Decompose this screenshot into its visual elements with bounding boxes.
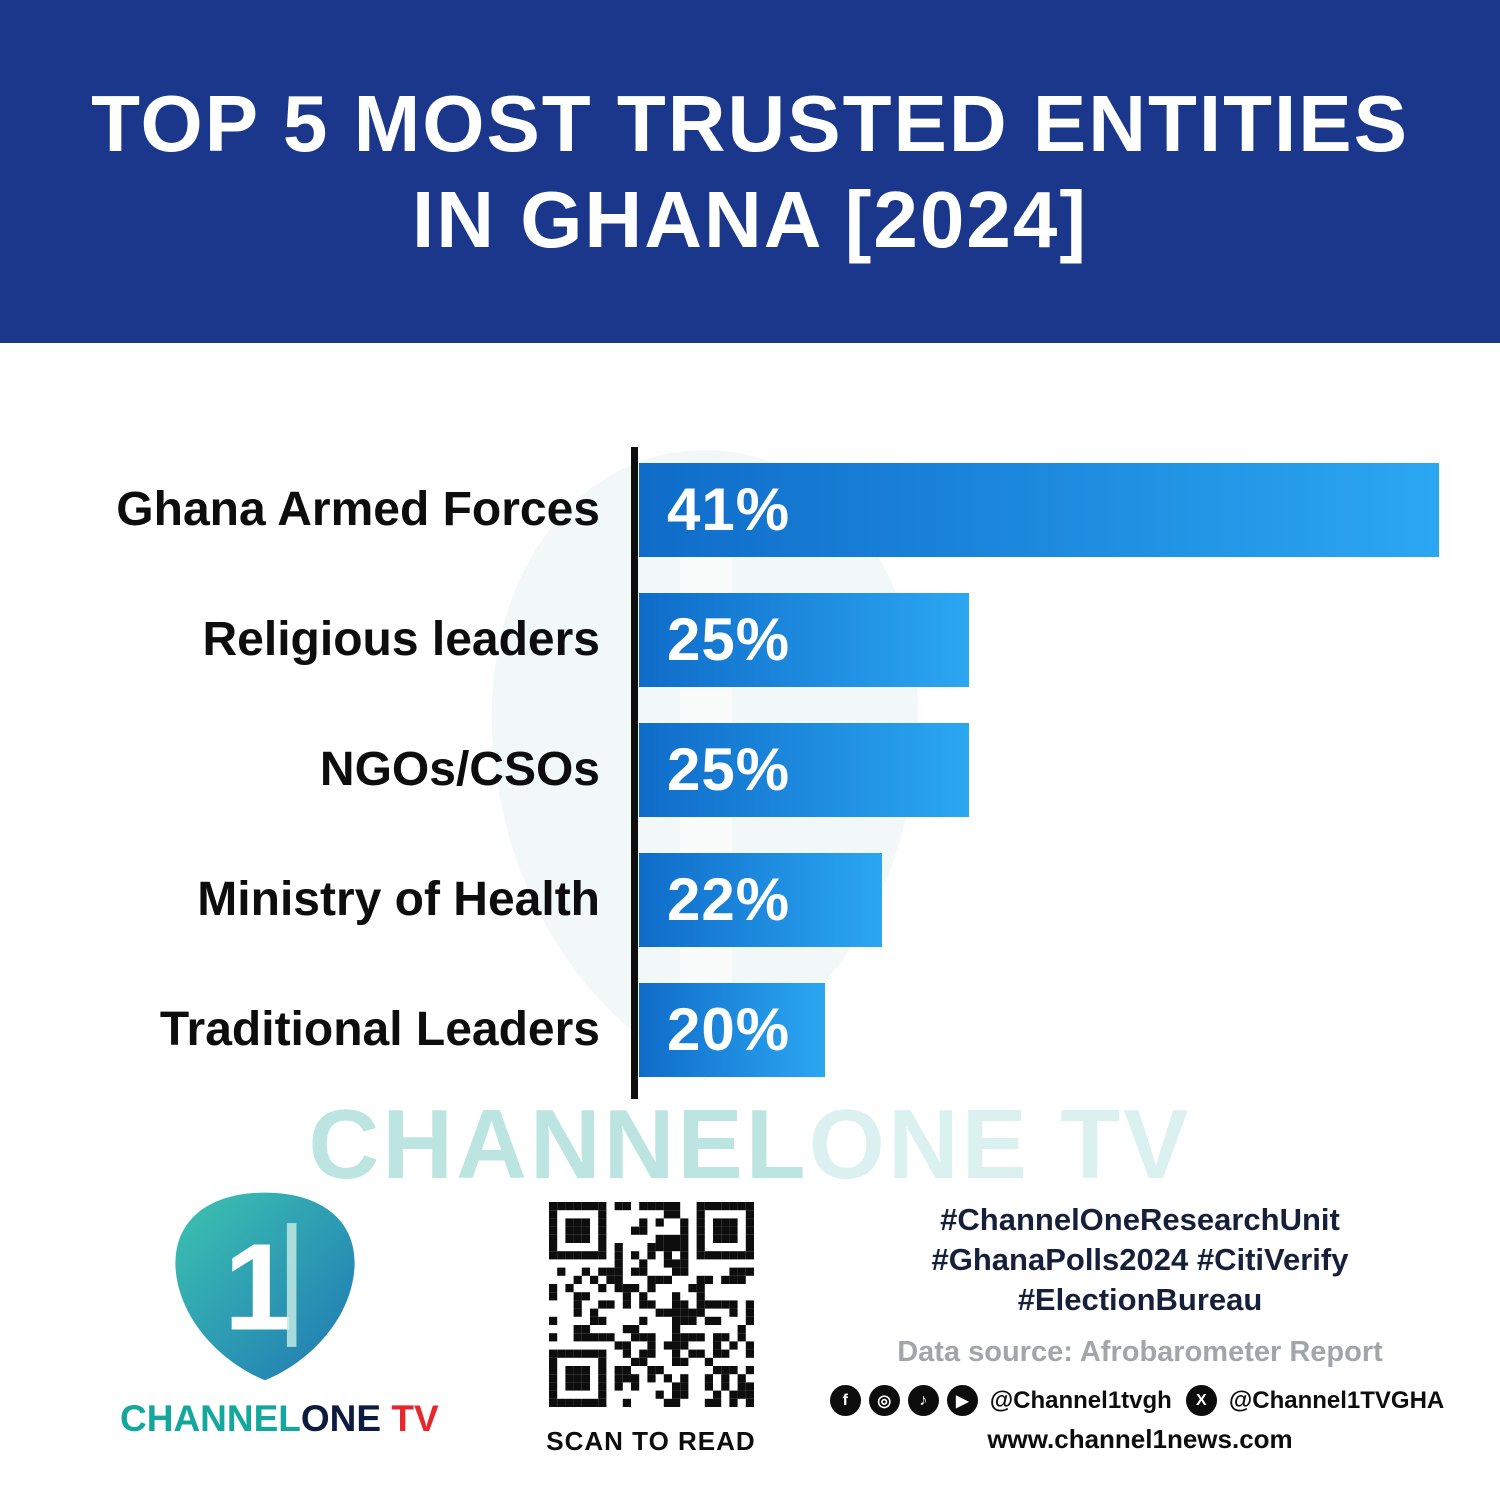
bar: 25%	[639, 723, 969, 817]
footer-info-block: #ChannelOneResearchUnit #GhanaPolls2024 …	[829, 1200, 1444, 1455]
qr-caption: SCAN TO READ	[546, 1426, 756, 1456]
website-url: www.channel1news.com	[987, 1424, 1293, 1454]
bar-value-label: 20%	[667, 996, 791, 1063]
bar: 25%	[639, 593, 969, 687]
qr-code	[548, 1202, 754, 1407]
brand-watermark-channel: CHANNEL	[308, 1089, 809, 1199]
bar-row: NGOs/CSOs 25%	[0, 723, 1500, 817]
bar: 22%	[639, 853, 882, 947]
bar-category-label: Religious leaders	[202, 613, 600, 666]
bar-chart: Ghana Armed Forces 41% Religious leaders 25…	[0, 440, 1500, 1120]
data-source-note: Data source: Afrobarometer Report	[897, 1336, 1383, 1368]
bar-row: Ghana Armed Forces 41%	[0, 463, 1500, 557]
bar-value-label: 41%	[667, 476, 791, 543]
hashtag-line-2: #GhanaPolls2024 #CitiVerify	[931, 1242, 1349, 1277]
bar-row: Traditional Leaders 20%	[0, 983, 1500, 1077]
brand-wordmark-channel: CHANNEL	[120, 1398, 301, 1439]
bar-category-label: Ministry of Health	[197, 873, 600, 926]
bar-value-label: 25%	[667, 736, 791, 803]
brand-wordmark: CHANNELONE TV	[120, 1398, 439, 1440]
bar-value-label: 22%	[667, 866, 791, 933]
hashtag-line-1: #ChannelOneResearchUnit	[940, 1202, 1340, 1237]
bar-row: Ministry of Health 22%	[0, 853, 1500, 947]
social-handle-2: @Channel1TVGHA	[1228, 1386, 1445, 1414]
channel-one-logo-icon: 1	[175, 1192, 355, 1381]
bar: 41%	[639, 463, 1439, 557]
social-handle-1: @Channel1tvgh	[989, 1386, 1172, 1414]
facebook-icon: f	[829, 1385, 861, 1416]
instagram-icon: ◎	[868, 1385, 900, 1416]
bar-category-label: Traditional Leaders	[159, 1003, 600, 1056]
brand-watermark: CHANNELONE TV	[0, 1088, 1500, 1201]
qr-block: SCAN TO READ	[545, 1202, 757, 1457]
channel-one-logo-block: 1 CHANNELONE TV	[120, 1185, 439, 1440]
page-title-line-2: IN GHANA [2024]	[411, 174, 1089, 264]
svg-text:1: 1	[224, 1219, 293, 1357]
page-title-line-1: TOP 5 MOST TRUSTED ENTITIES	[91, 78, 1409, 168]
tiktok-icon: ♪	[907, 1385, 939, 1416]
brand-wordmark-tv: TV	[381, 1398, 439, 1439]
bar-category-label: NGOs/CSOs	[319, 743, 600, 796]
brand-wordmark-one: ONE	[300, 1398, 382, 1439]
bar-row: Religious leaders 25%	[0, 593, 1500, 687]
chart-axis-line	[631, 447, 638, 1099]
youtube-icon: ▶	[946, 1385, 978, 1416]
brand-watermark-onetv: ONE TV	[808, 1089, 1192, 1199]
bar-category-label: Ghana Armed Forces	[116, 483, 600, 536]
social-row: f ◎ ♪ ▶ @Channel1tvgh X @Channel1TVGHA	[829, 1385, 1444, 1416]
x-twitter-icon: X	[1185, 1385, 1217, 1416]
bar: 20%	[639, 983, 825, 1077]
hashtag-line-3: #ElectionBureau	[1017, 1282, 1263, 1317]
header-band: TOP 5 MOST TRUSTED ENTITIES IN GHANA [20…	[0, 0, 1500, 343]
bar-value-label: 25%	[667, 606, 791, 673]
